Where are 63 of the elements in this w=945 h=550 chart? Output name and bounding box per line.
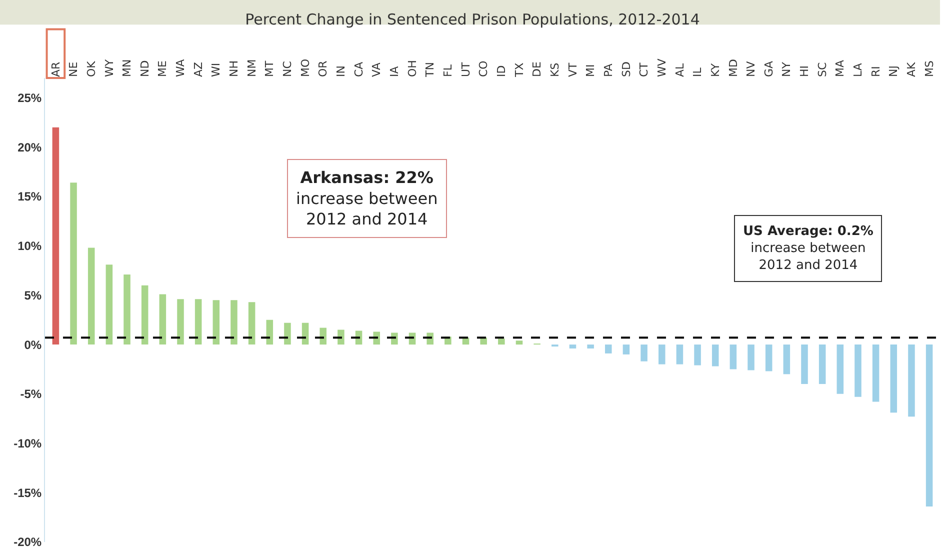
x-tick-label: MN: [120, 59, 134, 77]
x-tick-label: AK: [905, 61, 918, 77]
x-tick-label: VA: [370, 62, 384, 77]
y-tick-label: -15%: [14, 486, 42, 500]
x-tick-label: NC: [281, 60, 294, 77]
x-tick-label: WI: [210, 62, 223, 77]
x-tick-label: CT: [638, 62, 651, 77]
x-tick-label: OH: [406, 60, 419, 77]
x-tick-label: CO: [477, 60, 490, 77]
x-tick-label: ND: [138, 60, 152, 77]
x-tick-label: NH: [228, 60, 241, 77]
x-tick-label: OR: [316, 60, 330, 77]
x-tick-label: GA: [762, 60, 776, 77]
x-tick-label: SC: [816, 62, 829, 77]
x-tick-label: KS: [548, 62, 562, 77]
x-tick-label: RI: [869, 66, 882, 77]
x-tick-label: MS: [922, 60, 936, 77]
y-tick-label: 25%: [18, 90, 42, 105]
x-tick-label: MA: [834, 60, 847, 77]
x-tick-label: VT: [566, 62, 580, 77]
x-tick-label: AR: [49, 61, 62, 77]
x-tick-label: HI: [798, 65, 812, 77]
x-tick-label: IL: [691, 66, 704, 77]
x-tick-label: IA: [388, 66, 402, 77]
x-tick-label: IN: [334, 66, 348, 77]
x-tick-label: MT: [263, 60, 276, 77]
y-tick-label: 10%: [18, 239, 42, 254]
chart-title: Percent Change in Sentenced Prison Populations, 2012-2014: [245, 10, 700, 28]
x-tick-label: NJ: [887, 66, 900, 77]
x-tick-label: AL: [673, 62, 686, 77]
x-tick-label: WV: [655, 58, 668, 77]
x-tick-label: AZ: [192, 61, 205, 77]
x-tick-label: MI: [584, 64, 598, 77]
x-tick-label: ID: [494, 65, 508, 77]
y-tick-label: -10%: [14, 436, 42, 450]
annotation: Arkansas: 22% increase between 2012 and 2014: [296, 168, 438, 229]
y-tick-label: 0%: [24, 338, 42, 352]
x-tick-label: NV: [744, 60, 758, 77]
x-tick-label: LA: [852, 62, 865, 77]
x-tick-label: TN: [424, 62, 437, 78]
x-tick-label: OK: [84, 60, 98, 77]
y-tick-label: -5%: [20, 387, 42, 402]
x-tick-label: NY: [780, 62, 794, 77]
x-tick-label: DE: [530, 62, 544, 77]
x-tick-label: CA: [352, 61, 366, 77]
x-tick-label: ME: [156, 60, 170, 77]
x-tick-label: MO: [298, 58, 312, 77]
x-tick-label: NE: [67, 62, 80, 77]
x-tick-label: KY: [708, 63, 722, 77]
x-tick-label: SD: [620, 62, 633, 77]
y-tick-label: 20%: [18, 140, 42, 154]
x-tick-label: TX: [512, 62, 526, 78]
y-tick-label: 15%: [18, 190, 42, 204]
x-tick-label: WY: [102, 59, 116, 77]
x-tick-label: PA: [602, 63, 615, 77]
x-tick-label: FL: [442, 64, 455, 77]
y-tick-label: -20%: [14, 535, 42, 550]
x-tick-label: NM: [245, 59, 258, 77]
annotation: US Average: 0.2% increase between 2012 and 2014: [743, 224, 874, 273]
x-tick-label: MD: [726, 59, 740, 77]
x-tick-label: WA: [174, 58, 188, 77]
y-tick-label: 5%: [24, 288, 42, 302]
x-tick-label: UT: [459, 62, 472, 77]
